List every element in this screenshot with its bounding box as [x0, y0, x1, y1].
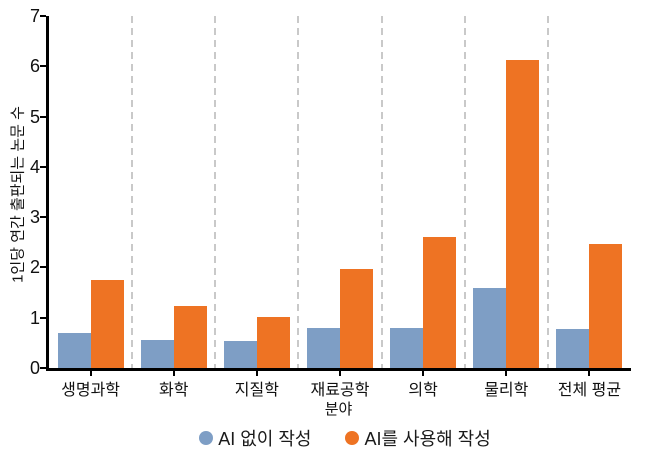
legend-dot-icon — [345, 431, 360, 445]
x-category-label: 전체 평균 — [557, 382, 622, 399]
x-category-label: 물리학 — [484, 382, 529, 399]
bar-with-ai-4 — [423, 237, 457, 368]
y-tick-label: 2 — [29, 257, 40, 278]
y-tick-mark — [40, 316, 46, 319]
plot-area — [46, 16, 631, 371]
y-tick-label: 4 — [29, 156, 40, 177]
bar-with-ai-5 — [506, 59, 540, 368]
bar-no-ai-0 — [57, 332, 91, 368]
x-category-label: 재료공학 — [310, 382, 370, 399]
y-tick-label: 6 — [29, 56, 40, 77]
y-tick-mark — [40, 115, 46, 118]
bar-with-ai-1 — [173, 305, 207, 368]
legend-item-with-ai: AI를 사용해 작성 — [345, 425, 491, 451]
x-category-label: 생명과학 — [61, 382, 121, 399]
bar-no-ai-5 — [473, 287, 507, 368]
y-tick-mark — [40, 367, 46, 369]
gridline-vertical — [214, 16, 217, 368]
x-tick-mark — [172, 371, 175, 376]
legend-item-no-ai: AI 없이 작성 — [199, 425, 311, 451]
x-category-label: 화학 — [158, 382, 189, 399]
y-tick-mark — [40, 216, 46, 219]
x-tick-mark — [255, 371, 258, 376]
x-category-label: 의학 — [408, 382, 438, 399]
y-tick-label: 3 — [29, 207, 40, 228]
bar-no-ai-6 — [556, 329, 590, 368]
legend-label: AI를 사용해 작성 — [364, 429, 491, 449]
y-tick-label: 1 — [29, 307, 40, 328]
x-tick-mark — [422, 371, 425, 376]
y-tick-mark — [40, 15, 46, 17]
x-category-label: 지질학 — [234, 382, 279, 399]
x-tick-mark — [89, 371, 92, 376]
bar-with-ai-2 — [256, 316, 290, 368]
y-tick-label: 7 — [29, 6, 40, 26]
x-axis-label: 분야 — [324, 401, 353, 418]
bar-no-ai-1 — [140, 339, 174, 368]
y-tick-mark — [40, 266, 46, 269]
y-tick-label: 5 — [29, 106, 40, 127]
y-tick-mark — [40, 165, 46, 168]
bar-no-ai-3 — [307, 328, 340, 368]
legend-dot-icon — [199, 431, 214, 445]
y-tick-mark — [40, 65, 46, 68]
gridline-vertical — [463, 16, 466, 368]
gridline-vertical — [380, 16, 383, 368]
bar-no-ai-4 — [390, 327, 424, 368]
gridline-vertical — [131, 16, 134, 368]
y-tick-label: 0 — [29, 358, 40, 378]
legend-label: AI 없이 작성 — [218, 429, 312, 449]
legend: AI 없이 작성 AI를 사용해 작성 — [0, 425, 658, 451]
x-tick-mark — [588, 371, 591, 376]
gridline-vertical — [297, 16, 300, 368]
gridline-vertical — [546, 16, 549, 368]
bar-with-ai-3 — [340, 268, 373, 368]
bar-with-ai-6 — [589, 244, 623, 368]
bar-with-ai-0 — [90, 280, 124, 368]
x-tick-mark — [339, 371, 341, 376]
bar-no-ai-2 — [223, 341, 257, 368]
x-tick-mark — [505, 371, 508, 376]
